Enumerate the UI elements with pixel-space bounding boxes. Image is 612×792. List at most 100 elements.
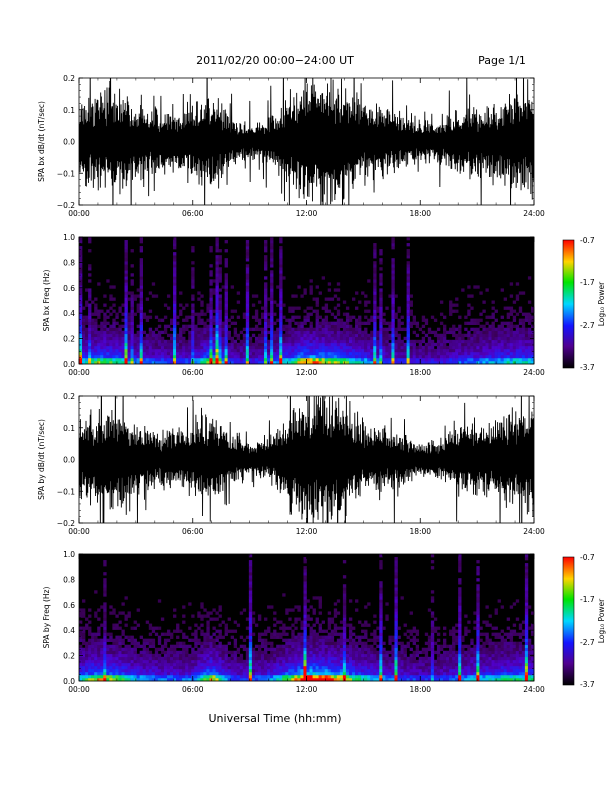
spectrogram-cell [145,641,150,646]
spectrogram-cell [279,321,283,325]
spectrogram-cell [324,303,329,307]
spectrogram-cell [421,324,426,329]
spectrogram-cell [282,336,286,341]
spectrogram-cell [209,641,213,646]
spectrogram-cell [282,629,286,633]
spectrogram-cell [461,348,465,353]
spectrogram-cell [373,273,377,277]
spectrogram-cell [497,360,501,365]
y-axis: 0.20.10.0−0.1−0.2 [57,74,534,210]
spectrogram-cell [300,632,304,636]
spectrogram-cell [352,297,356,301]
spectrogram-cell [121,339,125,344]
spectrogram-cell [355,318,359,322]
spectrogram-cell [203,674,207,679]
spectrogram-cell [479,354,483,359]
spectrogram-cell [391,321,395,325]
spectrogram-cell [191,246,195,250]
spectrogram-cell [276,333,280,338]
spectrogram-cell [224,354,228,359]
spectrogram-cell [112,638,116,642]
y-tick-label: 1.0 [63,233,75,242]
spectrogram-cell [173,608,177,612]
spectrogram-cell [306,330,310,335]
spectrogram-cell [209,315,213,319]
spectrogram-cell [254,668,259,673]
spectrogram-cell [464,357,468,362]
spectrogram-cell [400,354,404,359]
spectrogram-cell [506,342,511,347]
spectrogram-cell [267,339,271,344]
spectrogram-cell [288,662,292,667]
spectrogram-cell [124,288,128,292]
spectrogram-cell [112,321,116,325]
spectrogram-cell [121,629,125,633]
spectrogram-cell [270,668,274,673]
spectrogram-cell [206,650,210,655]
spectrogram-cell [406,297,410,301]
spectrogram-cell [124,252,128,256]
spectrogram-cell [315,638,319,642]
spectrogram-cell [130,342,134,347]
spectrogram-cell [503,342,507,347]
spectrogram-cell [188,357,192,362]
spectrogram-cell [412,626,416,630]
spectrogram-cell [285,638,289,642]
spectrogram-cell [333,623,338,627]
spectrogram-cell [203,659,207,664]
spectrogram-cell [358,635,362,639]
spectrogram-cell [376,677,380,682]
spectrogram-cell [79,659,83,664]
spectrogram-cell [215,677,219,682]
spectrogram-cell [209,327,213,332]
spectrogram-cell [449,306,453,310]
spectrogram-cell [179,668,183,673]
spectrogram-cell [321,665,325,670]
spectrogram-cell [233,650,238,655]
spectrogram-cell [221,348,225,353]
spectrogram-cell [209,339,213,344]
spectrogram-cell [79,318,83,322]
spectrogram-cell [321,336,325,341]
spectrogram-cell [176,626,180,630]
spectrogram-cell [127,327,131,332]
spectrogram-cell [348,650,353,655]
spectrogram-cell [197,297,201,301]
spectrogram-cell [173,279,177,283]
spectrogram-cell [336,674,341,679]
spectrogram-cell [261,659,265,664]
spectrogram-cell [288,626,292,630]
spectrogram-cell [179,629,183,633]
spectrogram-cell [279,324,283,329]
spectrogram-cell [306,599,310,603]
spectrogram-cell [446,357,450,362]
spectrogram-cell [212,327,216,332]
spectrogram-cell [373,315,377,319]
spectrogram-cell [118,342,122,347]
spectrogram-cell [327,662,332,667]
spectrogram-cell [400,677,404,682]
spectrogram-cell [318,336,322,341]
spectrogram-cell [218,312,222,316]
spectrogram-cell [121,638,125,642]
spectrogram-cell [291,677,295,682]
spectrogram-cell [173,360,177,365]
spectrogram-cell [212,318,216,322]
spectrogram-cell [264,327,268,332]
spectrogram-cell [270,261,274,265]
spectrogram-cell [342,602,347,606]
spectrogram-cell [176,641,180,646]
spectrogram-cell [373,641,377,646]
spectrogram-cell [291,635,295,639]
spectrogram-cell [276,357,280,362]
spectrogram-cell [209,360,213,365]
spectrogram-cell [276,342,280,347]
spectrogram-cell [430,354,435,359]
spectrogram-cell [403,327,407,332]
spectrogram-cell [364,351,368,356]
spectrogram-cell [530,339,535,344]
spectrogram-cell [306,677,310,682]
spectrogram-cell [215,668,219,673]
spectrogram-cell [142,650,147,655]
spectrogram-cell [151,626,156,630]
